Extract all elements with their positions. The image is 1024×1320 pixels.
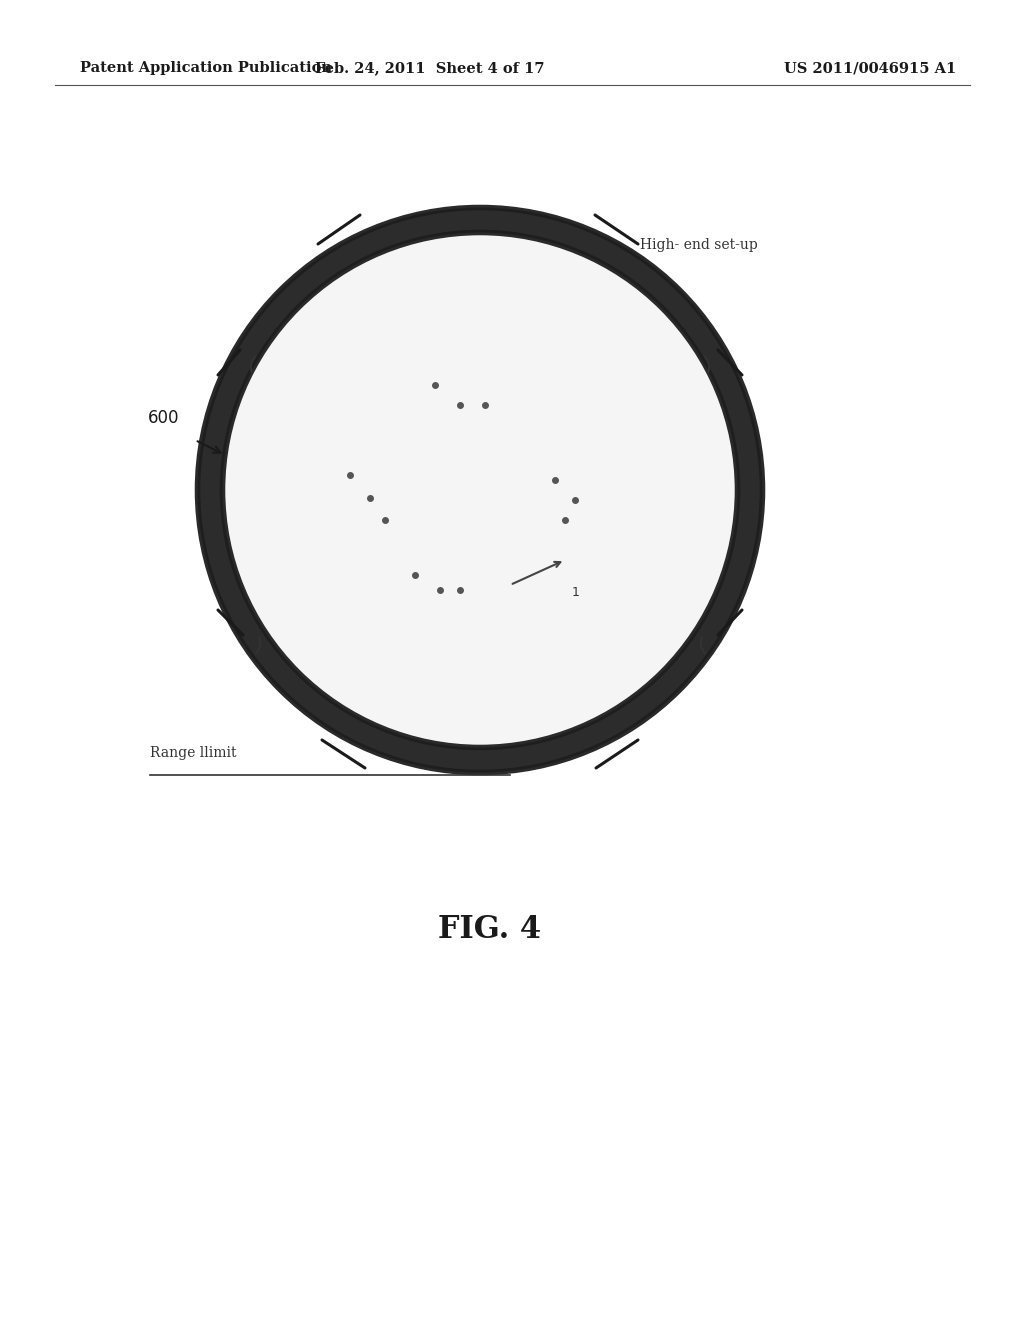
Text: Feb. 24, 2011  Sheet 4 of 17: Feb. 24, 2011 Sheet 4 of 17 [315, 61, 545, 75]
Text: FIG. 4: FIG. 4 [438, 915, 542, 945]
Text: Range llimit: Range llimit [150, 746, 237, 760]
Text: 600: 600 [148, 409, 179, 426]
Text: 1: 1 [572, 586, 580, 599]
Text: High- end set-up: High- end set-up [640, 238, 758, 252]
Text: US 2011/0046915 A1: US 2011/0046915 A1 [784, 61, 956, 75]
Circle shape [210, 220, 750, 760]
Text: Patent Application Publication: Patent Application Publication [80, 61, 332, 75]
